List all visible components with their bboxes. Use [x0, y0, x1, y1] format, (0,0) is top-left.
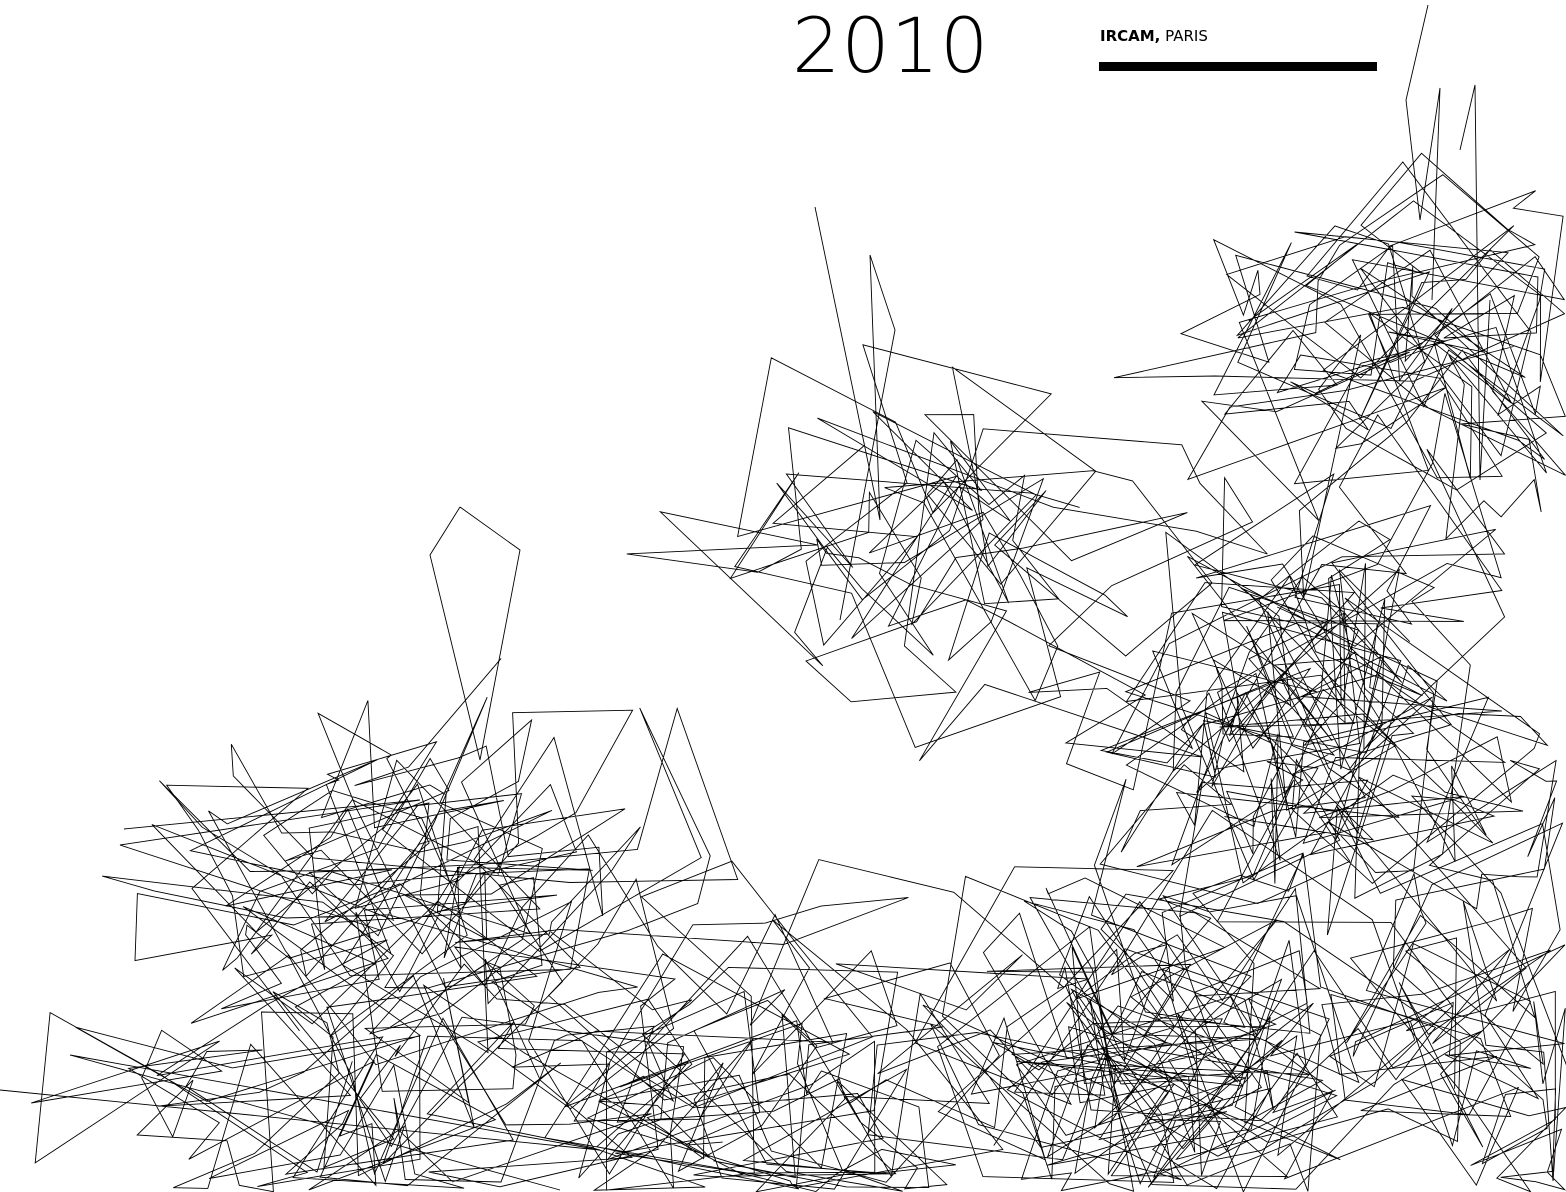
- scribble-stroke: [1405, 4, 1441, 301]
- scribble-stroke: [835, 778, 1483, 1192]
- scribble-stroke: [102, 658, 739, 1092]
- scribble-stroke: [0, 1054, 601, 1191]
- header-rule: [1099, 62, 1377, 71]
- scribble-stroke: [429, 506, 521, 761]
- year-heading: 2010: [792, 1, 990, 90]
- scribble-stroke: [359, 826, 1065, 1192]
- venue-label: IRCAM, PARIS: [1100, 27, 1208, 45]
- venue-org: IRCAM,: [1100, 27, 1161, 45]
- scribble-stroke: [626, 344, 1268, 762]
- scribble-stroke: [1028, 393, 1557, 936]
- scribble-stroke: [1113, 152, 1566, 598]
- scribble-stroke: [1459, 84, 1491, 481]
- scribble-stroke: [814, 206, 896, 621]
- venue-city: PARIS: [1165, 27, 1208, 45]
- scribble-stroke: [1264, 759, 1566, 1192]
- scribble-stroke: [31, 784, 562, 1192]
- scribble-stroke: [119, 799, 421, 931]
